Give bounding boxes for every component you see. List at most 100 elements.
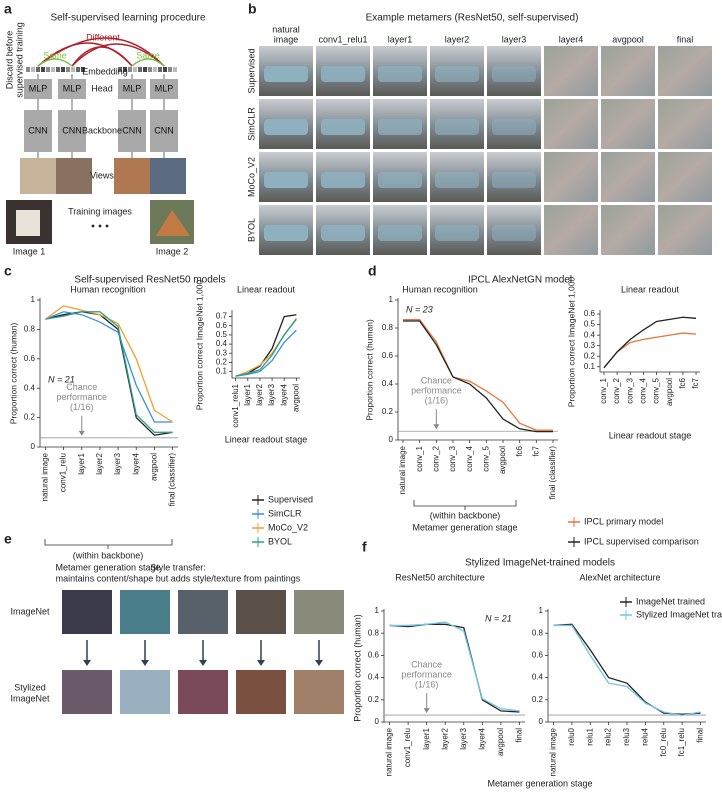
panel-letter: a xyxy=(4,1,12,17)
metamer-image xyxy=(601,152,655,202)
panel-letter: f xyxy=(362,539,367,555)
series-line xyxy=(45,305,173,423)
x-tick-label: relu3 xyxy=(622,727,631,745)
x-tick-label: avgpool xyxy=(665,378,674,406)
x-tick-label: avgpool xyxy=(496,728,505,756)
panel-e: e Style transfer: maintains content/shap… xyxy=(4,531,344,714)
y-tick-label: 0 xyxy=(539,717,544,726)
training-image xyxy=(16,210,40,236)
embedding-cell xyxy=(26,67,30,72)
training-label: Training images xyxy=(68,206,132,216)
imagenet-image xyxy=(236,590,286,634)
panel-letter: d xyxy=(368,263,377,279)
row-label: Stylized xyxy=(14,682,46,692)
embedding-cell xyxy=(76,67,80,72)
legend-label: IPCL primary model xyxy=(584,516,663,526)
x-tick-label: conv1_relu1 xyxy=(231,383,240,427)
x-tick-label: fc6 xyxy=(678,377,687,388)
panel-letter: e xyxy=(4,531,12,547)
metamer-image xyxy=(544,205,598,255)
bracket-label: (within backbone) xyxy=(430,510,501,520)
mlp-label: MLP xyxy=(123,83,142,93)
imagenet-image xyxy=(62,590,112,634)
column-header: layer3 xyxy=(502,34,527,44)
car-shape xyxy=(321,119,365,135)
x-tick-label: conv_3 xyxy=(448,445,457,471)
legend-label: BYOL xyxy=(268,536,292,546)
x-tick-label: layer3 xyxy=(113,452,122,474)
cnn-box xyxy=(58,110,86,152)
series-line xyxy=(603,332,697,369)
series-line xyxy=(45,311,173,436)
view-image xyxy=(56,158,92,194)
x-tick-label: conv_1 xyxy=(599,377,608,403)
chance-label: Chance xyxy=(421,376,452,386)
x-tick-label: layer2 xyxy=(255,383,264,405)
panel-title: Self-supervised ResNet50 models xyxy=(74,275,225,286)
backbone-label: Backbone xyxy=(82,125,122,135)
car-shape xyxy=(264,225,308,241)
column-header: final xyxy=(677,34,694,44)
x-tick-label: fc7 xyxy=(691,377,700,388)
x-tick-label: fc7 xyxy=(531,445,540,456)
style-images xyxy=(62,590,344,714)
y-tick-label: 0.6 xyxy=(368,651,380,660)
embedding-cell xyxy=(163,67,167,72)
arrow-head xyxy=(141,660,149,666)
car-shape xyxy=(378,172,422,188)
x-tick-label: relu1 xyxy=(585,727,594,745)
imagenet-image xyxy=(120,590,170,634)
legend-label: Stylized ImageNet trained xyxy=(636,609,722,619)
embedding-cell xyxy=(31,67,35,72)
metamer-image xyxy=(544,152,598,202)
chance-label: performance xyxy=(401,669,452,679)
side-label: supervised training xyxy=(14,22,24,98)
y-tick-label: 0.4 xyxy=(532,673,544,682)
y-tick-label: 0.4 xyxy=(368,673,380,682)
y-tick-label: 0.3 xyxy=(584,341,596,350)
y-axis-label: Proportion correct ImageNet 1,000 xyxy=(194,280,204,411)
axis xyxy=(599,310,700,373)
chance-arrow-head xyxy=(423,708,430,714)
panel-a: a Self-supervised learning procedure Dis… xyxy=(4,1,206,257)
metamer-image xyxy=(601,99,655,149)
y-tick-label: 0 xyxy=(375,717,380,726)
car-shape xyxy=(435,172,479,188)
axis xyxy=(231,310,300,379)
chart-title: Human recognition xyxy=(402,284,478,294)
chart-title: Linear readout xyxy=(237,284,296,294)
y-tick-label: 0.8 xyxy=(24,325,36,334)
legend-label: ImageNet trained xyxy=(636,596,705,606)
cnn-box xyxy=(24,110,52,152)
y-tick-label: 0.4 xyxy=(584,330,596,339)
series-line xyxy=(235,329,297,377)
x-tick-label: layer1 xyxy=(77,452,86,474)
y-tick-label: 0.2 xyxy=(368,695,380,704)
x-tick-label: avgpool xyxy=(291,384,300,412)
x-tick-label: relu4 xyxy=(640,727,649,745)
mlp-box xyxy=(24,79,52,99)
x-tick-label: conv_1 xyxy=(415,445,424,471)
series-line xyxy=(603,316,697,369)
y-tick-label: 0.2 xyxy=(216,358,228,367)
arrow-head xyxy=(199,660,207,666)
row-label: SimCLR xyxy=(246,107,256,141)
y-tick-label: 0.3 xyxy=(216,348,228,357)
car-shape xyxy=(264,66,308,82)
series-line xyxy=(553,623,701,715)
column-header: natural xyxy=(272,24,300,34)
embedding-cell xyxy=(153,67,157,72)
x-tick-label: avgpool xyxy=(498,446,507,474)
column-header: conv1_relu1 xyxy=(318,34,367,44)
different-label: Different xyxy=(86,32,120,42)
series-line xyxy=(403,318,553,431)
panel-title: IPCL AlexNetGN model xyxy=(468,275,572,286)
column-header: layer4 xyxy=(559,34,584,44)
x-tick-label: layer4 xyxy=(131,452,140,474)
x-tick-label: layer1 xyxy=(422,727,431,749)
embedding-cell xyxy=(143,67,147,72)
y-tick-label: 0.2 xyxy=(382,407,394,416)
cnn-label: CNN xyxy=(62,125,82,135)
